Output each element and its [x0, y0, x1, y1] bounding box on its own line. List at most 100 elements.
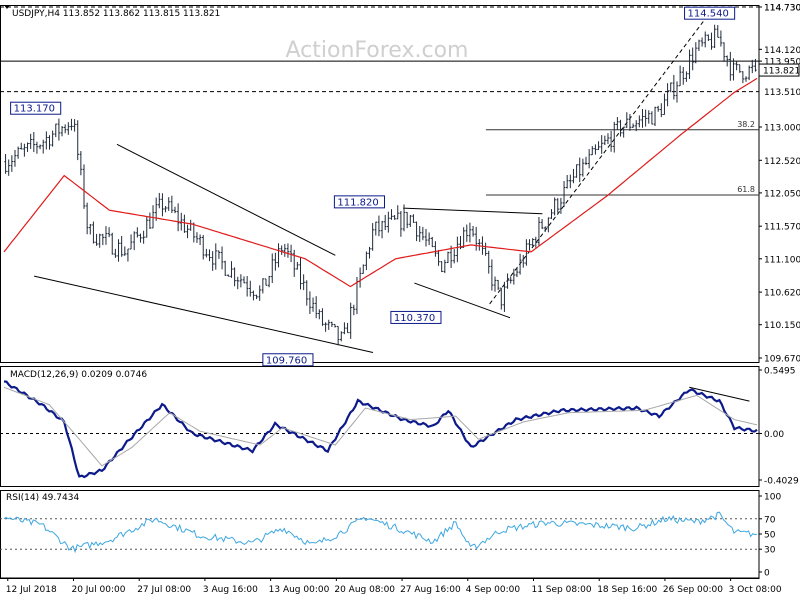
price-candle [142, 230, 145, 244]
price-candle [198, 234, 202, 245]
price-candle [19, 142, 23, 150]
level-label: 114.730 [764, 4, 800, 14]
price-candle [634, 120, 638, 132]
price-candle [70, 118, 73, 131]
price-candle [622, 126, 625, 138]
price-candle [186, 224, 189, 239]
price-candle [625, 112, 629, 128]
price-candle [302, 274, 305, 291]
price-candle [412, 214, 415, 223]
price-candle [10, 155, 14, 172]
price-candle [509, 276, 513, 284]
price-candle [399, 211, 403, 237]
price-ytick-label: 110.620 [764, 289, 800, 299]
current-price-box [758, 63, 800, 77]
price-ytick-label: 114.120 [764, 46, 800, 56]
price-candle [343, 322, 346, 335]
price-candle [220, 246, 224, 270]
price-candle [540, 219, 544, 229]
price-candle [277, 243, 280, 268]
price-candle [641, 108, 644, 128]
price-candle [534, 236, 538, 248]
price-candle [101, 233, 105, 246]
price-candle [619, 119, 622, 137]
price-candle [132, 231, 136, 251]
price-candle [609, 130, 613, 152]
price-candle [713, 24, 716, 48]
price-candle [283, 243, 287, 257]
price-candle [114, 248, 117, 258]
price-candle [76, 120, 80, 161]
price-candle [104, 226, 108, 245]
price-candle [750, 59, 754, 74]
price-candle [274, 252, 277, 271]
price-candle [572, 168, 575, 184]
price-annotation-box [390, 310, 442, 324]
price-candle [735, 61, 738, 71]
price-candle [490, 259, 494, 291]
price-candle [525, 239, 528, 266]
price-candle [230, 261, 233, 278]
price-candle [151, 205, 155, 229]
price-candle [167, 197, 171, 211]
price-candle [584, 156, 588, 166]
price-candle [82, 164, 86, 209]
price-candle [631, 123, 635, 128]
price-candle [440, 261, 443, 273]
price-candle [252, 290, 255, 301]
price-candle [487, 250, 491, 274]
price-candle [481, 236, 484, 255]
price-candle [32, 131, 36, 153]
price-ytick-label: 111.570 [764, 223, 800, 233]
trend-line [489, 19, 705, 305]
price-candle [336, 325, 340, 346]
price-candle [16, 146, 20, 159]
price-candle [280, 245, 283, 255]
price-ytick-label: 112.050 [764, 189, 800, 199]
price-candle [296, 261, 299, 270]
price-candle [628, 114, 632, 131]
price-candle [506, 273, 509, 289]
price-candle [233, 267, 236, 287]
price-candle [339, 331, 343, 342]
rsi-ytick-label: 100 [764, 493, 781, 503]
price-candle [318, 309, 321, 320]
price-ytick-label: 109.670 [764, 355, 800, 365]
price-candle [528, 239, 531, 251]
price-candle [578, 157, 582, 183]
price-candle [38, 144, 42, 150]
price-candle [98, 233, 101, 248]
price-candle [95, 233, 98, 246]
price-candle [164, 206, 167, 213]
price-candle [346, 322, 349, 334]
price-candle [405, 211, 409, 229]
price-candle [644, 109, 647, 127]
price-candle [13, 149, 17, 167]
price-candle [51, 130, 54, 147]
price-candle [575, 164, 578, 178]
rsi-title: RSI(14) 49.7434 [6, 493, 79, 503]
price-candle [195, 232, 199, 243]
price-candle [371, 223, 374, 251]
price-candle [26, 142, 29, 152]
price-candle [688, 49, 691, 80]
price-candle [697, 39, 701, 52]
price-candle [681, 67, 685, 85]
x-tick-label: 13 Aug 00:00 [269, 585, 330, 595]
price-candle [465, 224, 469, 242]
price-candle [330, 321, 334, 327]
rsi-ytick-label: 50 [764, 531, 776, 541]
price-candle [377, 215, 381, 237]
price-candle [521, 255, 525, 268]
price-candle [305, 280, 309, 306]
price-candle [537, 216, 541, 246]
price-candle [725, 55, 729, 67]
trend-line [116, 143, 336, 256]
x-tick-label: 20 Jul 00:00 [71, 585, 125, 595]
price-candle [120, 235, 123, 257]
price-candle [493, 276, 497, 292]
price-candle [587, 149, 591, 169]
price-candle [29, 133, 32, 149]
price-candle [201, 235, 205, 260]
